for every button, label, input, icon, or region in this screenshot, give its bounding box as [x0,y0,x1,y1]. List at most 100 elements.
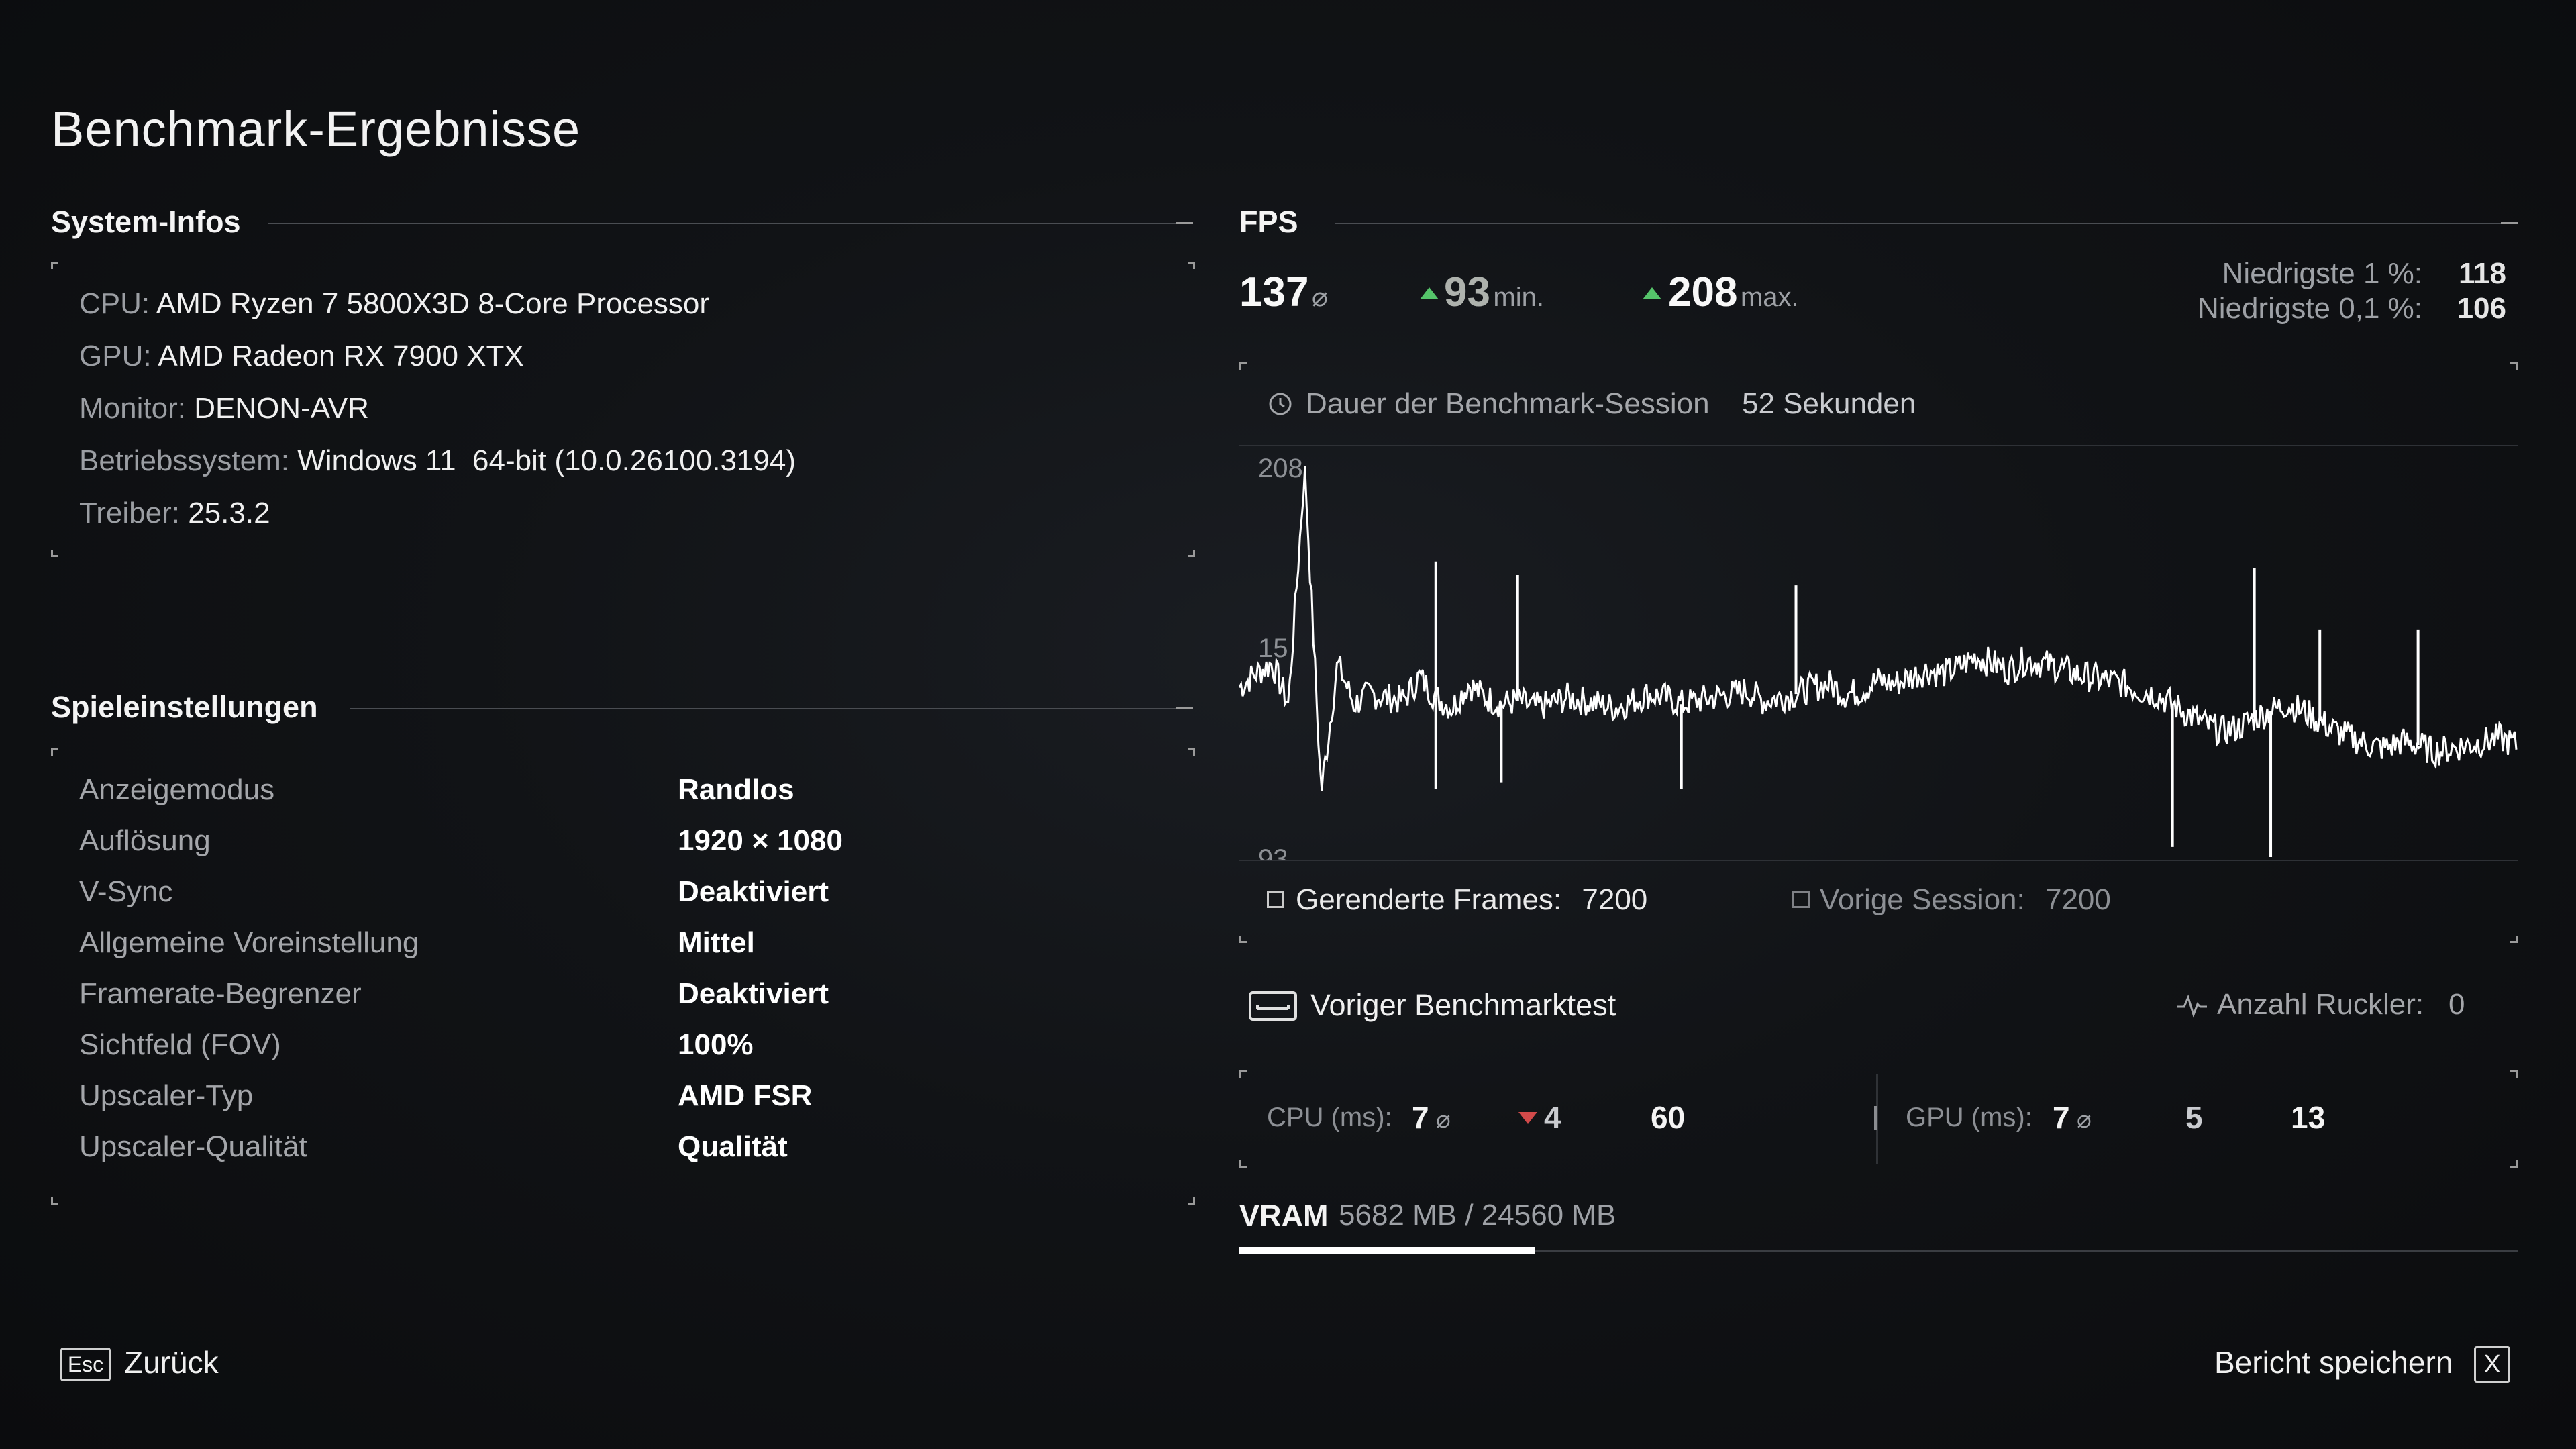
vram-bar-track [1239,1250,2518,1252]
cpu-frametime-avg-unit: ⌀ [1436,1105,1451,1133]
rendered-frames-checkbox[interactable] [1267,891,1284,908]
low-01-label: Niedrigste 0,1 %: [2197,292,2422,325]
frametime-panel [1239,1070,2518,1168]
collapse-icon [1176,707,1193,709]
setting-value: AMD FSR [678,1079,813,1112]
divider [1239,445,2518,446]
system-row-label: CPU: [79,287,150,320]
fps-average-value: 137 [1239,269,1309,315]
divider [1335,223,2503,224]
system-info-panel [51,262,1195,557]
benchmark-history-icon[interactable] [1248,991,1298,1021]
system-row-label: Betriebssystem: [79,444,289,477]
collapse-icon [2501,222,2518,224]
setting-label: Framerate-Begrenzer [79,977,362,1010]
system-row-value: Windows 11 64-bit (10.0.26100.3194) [297,444,796,477]
setting-value: Qualität [678,1130,788,1163]
system-info-heading: System-Infos [51,205,241,239]
divider [1876,1074,1878,1164]
fps-series-line [1239,466,2518,791]
setting-label: Upscaler-Typ [79,1079,254,1112]
esc-key-icon[interactable]: Esc [60,1348,111,1381]
clock-icon [1269,393,1292,415]
system-row-cpu: CPU: AMD Ryzen 7 5800X3D 8-Core Processo… [79,287,709,321]
system-row-label: GPU: [79,340,152,372]
divider [1239,860,2518,861]
game-settings-heading: Spieleinstellungen [51,690,318,724]
cpu-frametime-avg: 7 [1412,1100,1429,1135]
fps-max-unit: max. [1740,283,1799,312]
fps-max: 208 max. [1668,268,1799,316]
divider [350,708,1178,709]
system-row-value: AMD Radeon RX 7900 XTX [158,340,524,372]
x-key-icon[interactable]: X [2474,1346,2510,1383]
rendered-frames: Gerenderte Frames: 7200 [1296,883,1647,917]
duration-label: Dauer der Benchmark-Session [1306,387,1710,420]
duration-value: 52 Sekunden [1742,387,1916,420]
game-settings-panel [51,748,1195,1205]
previous-benchmark-button[interactable]: Voriger Benchmarktest [1310,988,1616,1022]
setting-value: Randlos [678,773,794,806]
gpu-frametime-avg-unit: ⌀ [2077,1105,2092,1133]
setting-label: Sichtfeld (FOV) [79,1028,281,1061]
triangle-up-icon [1420,287,1439,299]
fps-min-value: 93 [1444,269,1490,315]
vram-label: VRAM [1239,1199,1329,1233]
fps-average-unit: ⌀ [1311,283,1328,312]
fps-heading: FPS [1239,205,1298,239]
fps-min-unit: min. [1493,283,1544,312]
system-row-monitor: Monitor: DENON-AVR [79,392,369,426]
fps-min: 93 min. [1444,268,1544,316]
triangle-down-icon [1518,1112,1537,1124]
rendered-frames-label: Gerenderte Frames: [1296,883,1562,916]
previous-session: Vorige Session: 7200 [1820,883,2111,917]
setting-label: Auflösung [79,824,211,857]
divider [268,223,1178,224]
low-01-value: 106 [2457,292,2506,325]
setting-label: V-Sync [79,875,173,908]
y-tick-label: 15 [1258,634,1288,663]
setting-label: Upscaler-Qualität [79,1130,307,1163]
pulse-icon [2177,994,2207,1018]
previous-session-checkbox[interactable] [1792,891,1810,908]
gpu-frametime-avg: 7 [2053,1100,2070,1135]
system-row-os: Betriebssystem: Windows 11 64-bit (10.0.… [79,444,796,478]
system-row-label: Monitor: [79,392,186,425]
setting-label: Anzeigemodus [79,773,275,806]
rendered-frames-value: 7200 [1582,883,1648,916]
setting-value: Mittel [678,926,755,959]
previous-session-value: 7200 [2045,883,2111,916]
setting-label: Allgemeine Voreinstellung [79,926,419,959]
fps-max-value: 208 [1668,269,1738,315]
fps-chart-panel [1239,362,2518,943]
triangle-up-icon [1643,287,1661,299]
previous-session-label: Vorige Session: [1820,883,2025,916]
page-title: Benchmark-Ergebnisse [51,101,581,157]
setting-value: Deaktiviert [678,875,829,908]
y-tick-label: 93 [1258,844,1288,860]
system-row-value: DENON-AVR [194,392,369,425]
save-report-button[interactable]: Bericht speichern [2214,1345,2453,1380]
back-button[interactable]: Zurück [124,1345,219,1380]
system-row-value: 25.3.2 [188,497,270,530]
system-row-value: AMD Ryzen 7 5800X3D 8-Core Processor [156,287,710,320]
system-row-gpu: GPU: AMD Radeon RX 7900 XTX [79,340,524,373]
cpu-frametime-label: CPU (ms): [1267,1103,1392,1132]
divider [1874,1106,1877,1130]
cpu-frametime-min: 4 [1544,1100,1561,1135]
setting-value: 100% [678,1028,754,1061]
gpu-frametime-min: 5 [2185,1100,2203,1135]
system-row-label: Treiber: [79,497,180,530]
setting-value: Deaktiviert [678,977,829,1010]
vram-bar-fill [1239,1247,1535,1254]
gpu-frametime-label: GPU (ms): [1906,1103,2032,1132]
fps-average: 137 ⌀ [1239,268,1328,316]
collapse-icon [1176,222,1193,224]
low-1-value: 118 [2459,257,2506,290]
stutter-label: Anzahl Ruckler: [2217,988,2424,1021]
system-row-driver: Treiber: 25.3.2 [79,497,270,530]
stutter-value: 0 [2449,988,2465,1021]
cpu-frametime-max: 60 [1651,1100,1686,1135]
fps-line-chart: 208 15 93 [1239,454,2518,860]
y-tick-label: 208 [1258,454,1303,483]
